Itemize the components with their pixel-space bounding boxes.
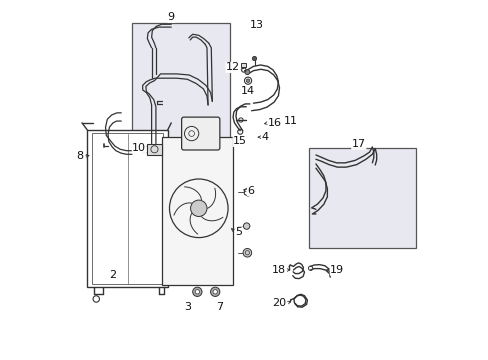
Text: 1: 1 <box>182 132 189 142</box>
Text: 12: 12 <box>225 63 240 72</box>
Bar <box>308 148 415 248</box>
Text: 13: 13 <box>249 19 264 30</box>
Text: 3: 3 <box>183 302 190 312</box>
Text: 19: 19 <box>329 265 344 275</box>
Circle shape <box>192 287 202 296</box>
Bar <box>132 23 230 160</box>
Text: 15: 15 <box>233 136 247 147</box>
Text: 17: 17 <box>351 139 365 149</box>
FancyBboxPatch shape <box>181 117 220 150</box>
Text: 16: 16 <box>267 118 282 128</box>
Bar <box>241 63 246 67</box>
Circle shape <box>210 287 220 296</box>
Text: 11: 11 <box>283 116 297 126</box>
Circle shape <box>246 79 249 82</box>
Bar <box>162 137 233 285</box>
Text: 20: 20 <box>272 298 286 308</box>
Text: 14: 14 <box>241 86 255 96</box>
Bar <box>87 130 167 287</box>
Text: 8: 8 <box>76 151 83 161</box>
Text: 10: 10 <box>132 143 146 153</box>
Text: 2: 2 <box>108 270 116 280</box>
Bar <box>147 144 162 155</box>
Text: 7: 7 <box>216 302 223 312</box>
Text: 9: 9 <box>167 13 175 22</box>
Text: 18: 18 <box>272 265 285 275</box>
Text: 5: 5 <box>235 227 242 237</box>
Circle shape <box>252 57 256 61</box>
Text: 4: 4 <box>261 132 268 142</box>
Circle shape <box>243 223 249 229</box>
Text: 6: 6 <box>247 186 254 196</box>
Circle shape <box>244 69 249 75</box>
Bar <box>91 133 163 284</box>
Circle shape <box>195 290 199 294</box>
Circle shape <box>243 248 251 257</box>
Circle shape <box>190 200 206 216</box>
Circle shape <box>213 290 217 294</box>
